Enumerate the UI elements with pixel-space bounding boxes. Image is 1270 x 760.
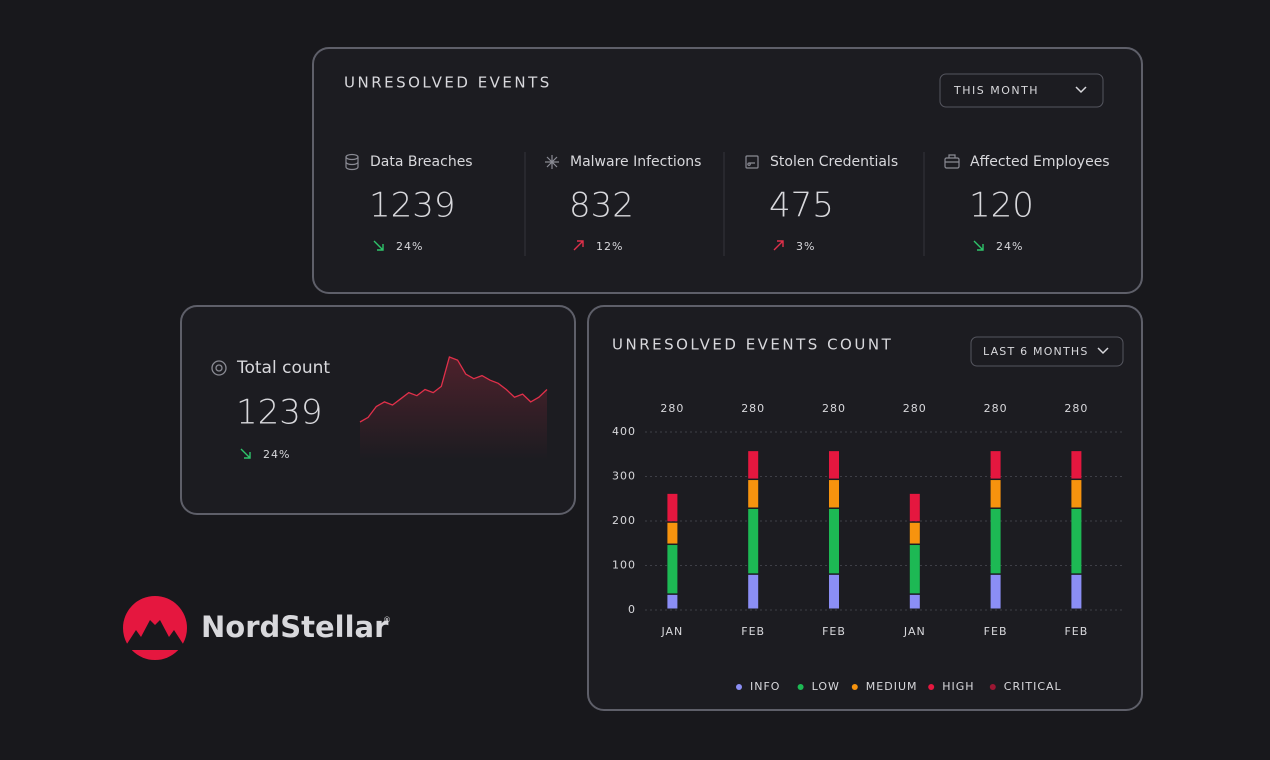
bar-segment xyxy=(909,594,920,609)
bar-segment xyxy=(829,451,839,479)
y-tick-label: 200 xyxy=(612,514,636,527)
icon xyxy=(747,162,755,166)
bar-segment xyxy=(829,508,839,574)
column-label: 280 xyxy=(660,402,684,415)
bar-segment xyxy=(909,493,920,522)
metric-value: 832 xyxy=(569,186,634,226)
trend-arrow xyxy=(573,240,584,251)
column-label: 280 xyxy=(822,402,846,415)
bar-segment xyxy=(990,451,1001,479)
bar-segment xyxy=(667,522,678,544)
brand-mark: ® xyxy=(383,616,391,625)
bar-segment xyxy=(1071,574,1082,609)
y-tick-label: 0 xyxy=(628,603,636,616)
chevron xyxy=(1097,347,1109,355)
bar-segment xyxy=(1071,480,1082,508)
bar-segment xyxy=(748,508,759,574)
total-change: 24% xyxy=(263,448,290,461)
metric-label: Data Breaches xyxy=(370,154,473,170)
bar-segment xyxy=(909,522,920,544)
column-label: 280 xyxy=(1064,402,1088,415)
x-tick-label: FEB xyxy=(984,625,1008,638)
chart-title: UNRESOLVED EVENTS COUNT xyxy=(612,336,893,354)
x-tick-label: JAN xyxy=(903,625,926,638)
column-label: 280 xyxy=(741,402,765,415)
trend-arrow xyxy=(973,240,984,251)
metric-label: Malware Infections xyxy=(570,154,701,170)
sparkline xyxy=(359,356,548,423)
column-label: 280 xyxy=(984,402,1008,415)
legend-label: CRITICAL xyxy=(1004,680,1062,693)
legend-dot xyxy=(989,684,996,690)
icon xyxy=(945,154,959,163)
trend-arrow xyxy=(240,448,251,459)
legend-label: INFO xyxy=(750,680,780,693)
total-label: Total count xyxy=(236,358,330,378)
bar-segment xyxy=(829,574,839,609)
total-icon xyxy=(211,360,227,376)
total-icon xyxy=(215,364,223,372)
summary-card xyxy=(312,47,1143,294)
legend-label: MEDIUM xyxy=(866,680,918,693)
bar-segment xyxy=(1071,508,1082,574)
bar-segment xyxy=(990,480,1001,508)
bar-segment xyxy=(829,480,839,508)
bar-segment xyxy=(1071,451,1082,479)
trend-arrow xyxy=(773,240,784,251)
month-dropdown[interactable] xyxy=(939,73,1104,108)
metric-change: 12% xyxy=(596,240,623,253)
metric-change: 24% xyxy=(396,240,423,253)
bar-segment xyxy=(990,574,1001,609)
x-tick-label: FEB xyxy=(822,625,846,638)
x-tick-label: JAN xyxy=(660,625,683,638)
sparkline-area xyxy=(360,357,547,460)
legend-dot xyxy=(928,684,935,690)
dropdown-label[interactable]: LAST 6 MONTHS xyxy=(983,345,1089,358)
total-value: 1239 xyxy=(236,393,323,433)
metric-value: 1239 xyxy=(369,186,456,226)
icon xyxy=(745,155,759,169)
column-label: 280 xyxy=(903,402,927,415)
icon xyxy=(944,157,960,169)
bar-segment xyxy=(667,545,678,594)
bar-segment xyxy=(667,493,678,522)
bar-segment xyxy=(748,574,759,609)
y-tick-label: 300 xyxy=(612,470,636,483)
bar-segment xyxy=(667,594,678,609)
trend-arrow xyxy=(373,240,384,251)
metric-change: 24% xyxy=(996,240,1023,253)
metric-value: 120 xyxy=(969,186,1034,226)
y-tick-label: 100 xyxy=(612,559,636,572)
bar-segment xyxy=(748,451,759,479)
range-dropdown[interactable] xyxy=(970,336,1124,367)
legend-dot xyxy=(797,684,804,690)
metric-label: Stolen Credentials xyxy=(770,154,898,170)
bar-segment xyxy=(748,480,759,508)
x-tick-label: FEB xyxy=(741,625,765,638)
icon xyxy=(545,155,559,169)
summary-title: UNRESOLVED EVENTS xyxy=(344,74,552,92)
chevron xyxy=(1075,86,1087,94)
chart-card xyxy=(587,305,1143,711)
x-tick-label: FEB xyxy=(1064,625,1088,638)
legend-dot xyxy=(736,684,742,690)
legend-label: HIGH xyxy=(942,680,974,693)
legend-dot xyxy=(851,684,858,690)
logo-mountains xyxy=(123,620,187,650)
y-tick-label: 400 xyxy=(612,425,636,438)
metric-change: 3% xyxy=(796,240,815,253)
metric-value: 475 xyxy=(769,186,834,226)
legend-label: LOW xyxy=(812,680,840,693)
metric-label: Affected Employees xyxy=(970,154,1110,170)
bar-segment xyxy=(990,508,1001,574)
brand-name: NordStellar xyxy=(201,610,389,644)
icon xyxy=(345,157,359,171)
bar-segment xyxy=(909,545,920,594)
dropdown-label[interactable]: THIS MONTH xyxy=(953,84,1039,97)
